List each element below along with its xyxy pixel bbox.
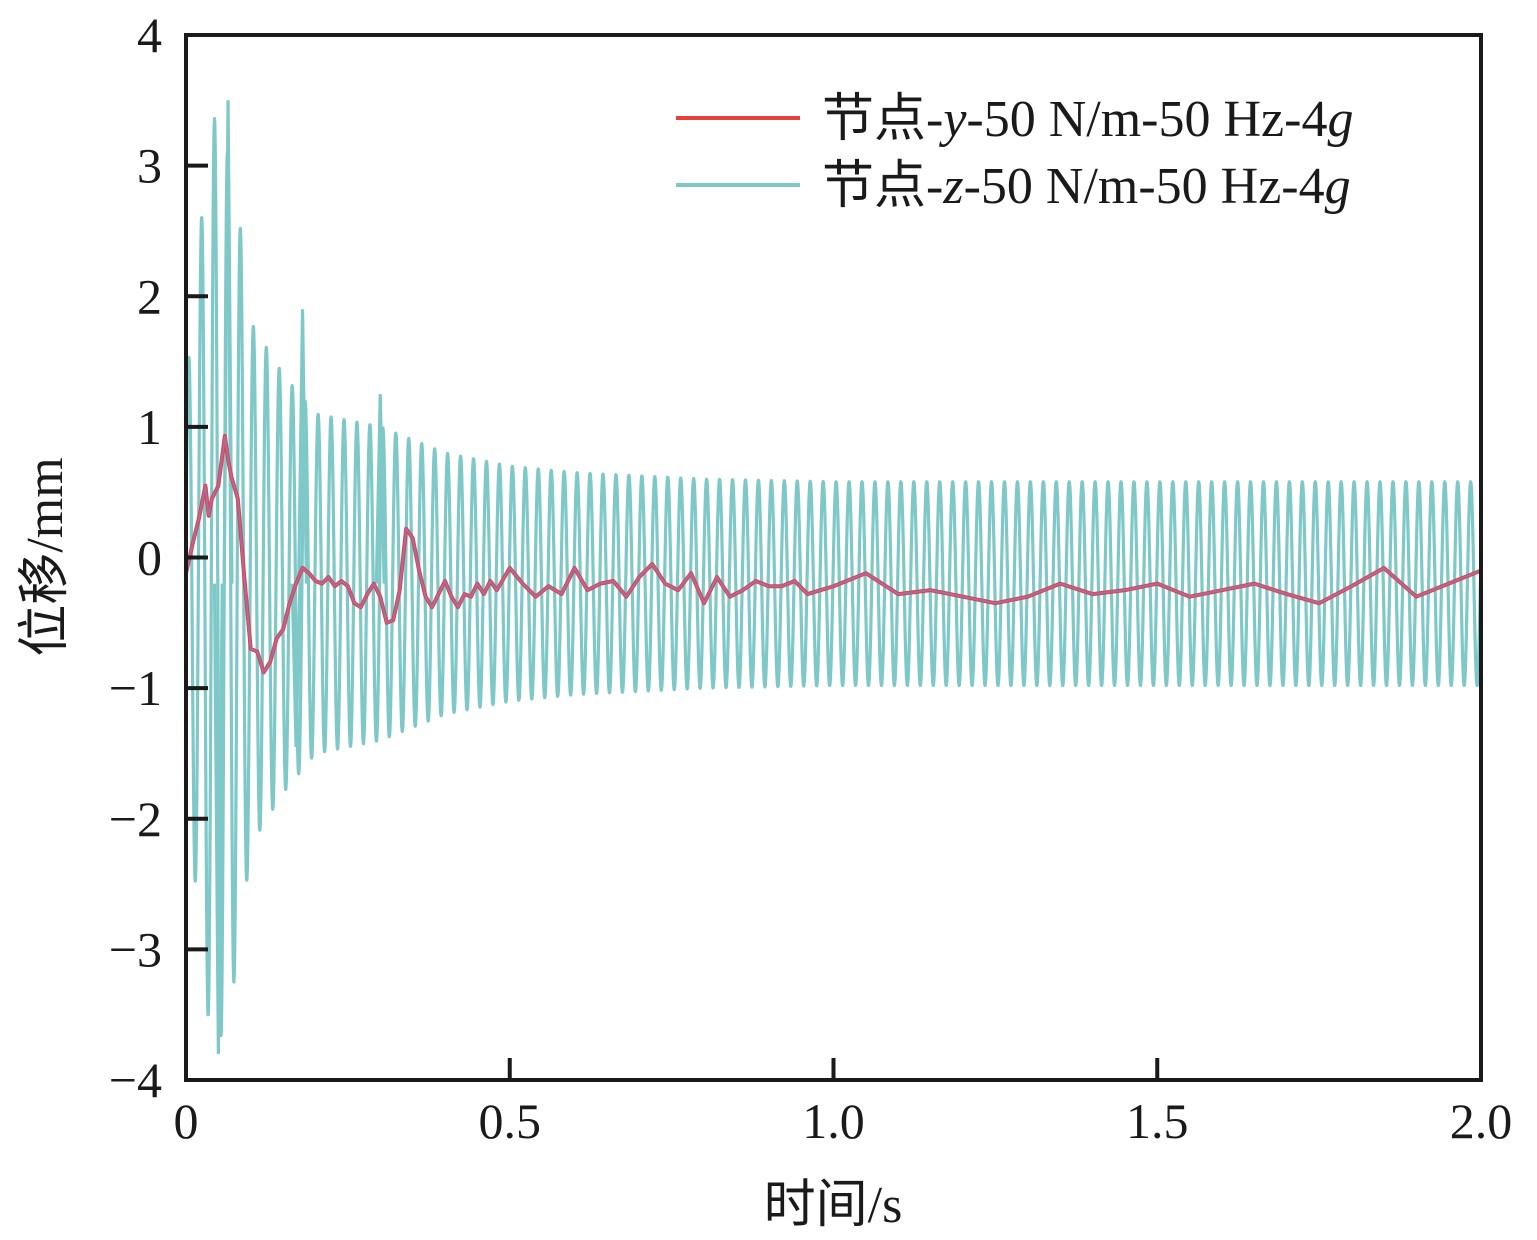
series-y-overlay — [185, 435, 1482, 675]
y-tick-label: −2 — [109, 791, 162, 847]
series-z-peak — [374, 394, 386, 584]
tick-layer: 0 0.5 1.0 1.5 2.0 −4 −3 −2 −1 0 1 2 3 4 — [109, 7, 1512, 1149]
x-tick-label: 1.5 — [1126, 1093, 1189, 1149]
series-z-peak — [222, 100, 234, 584]
y-tick-label: 2 — [137, 268, 162, 324]
legend: 节点-y-50 N/m-50 Hz-4g 节点-z-50 N/m-50 Hz-4… — [676, 91, 1353, 215]
x-tick-label: 2.0 — [1450, 1093, 1513, 1149]
y-tick-label: 0 — [137, 530, 162, 586]
x-tick-label: 0.5 — [479, 1093, 542, 1149]
series-z-line — [184, 117, 1483, 1038]
series-z-peak — [297, 309, 309, 584]
y-tick-label: 4 — [137, 7, 162, 63]
y-tick-label: −3 — [109, 921, 162, 977]
y-tick-label: −4 — [109, 1052, 162, 1108]
legend-label-z: 节点-z-50 N/m-50 Hz-4g — [822, 158, 1351, 215]
series-z-peak — [290, 583, 302, 747]
x-axis-title: 时间/s — [764, 1177, 903, 1234]
y-tick-label: 1 — [137, 399, 162, 455]
x-tick-label: 0 — [174, 1093, 199, 1149]
y-axis-title: 位移/mm — [17, 457, 74, 656]
legend-label-y: 节点-y-50 N/m-50 Hz-4g — [822, 91, 1353, 148]
y-tick-label: −1 — [109, 660, 162, 716]
y-tick-label: 3 — [137, 138, 162, 194]
x-tick-label: 1.0 — [802, 1093, 865, 1149]
